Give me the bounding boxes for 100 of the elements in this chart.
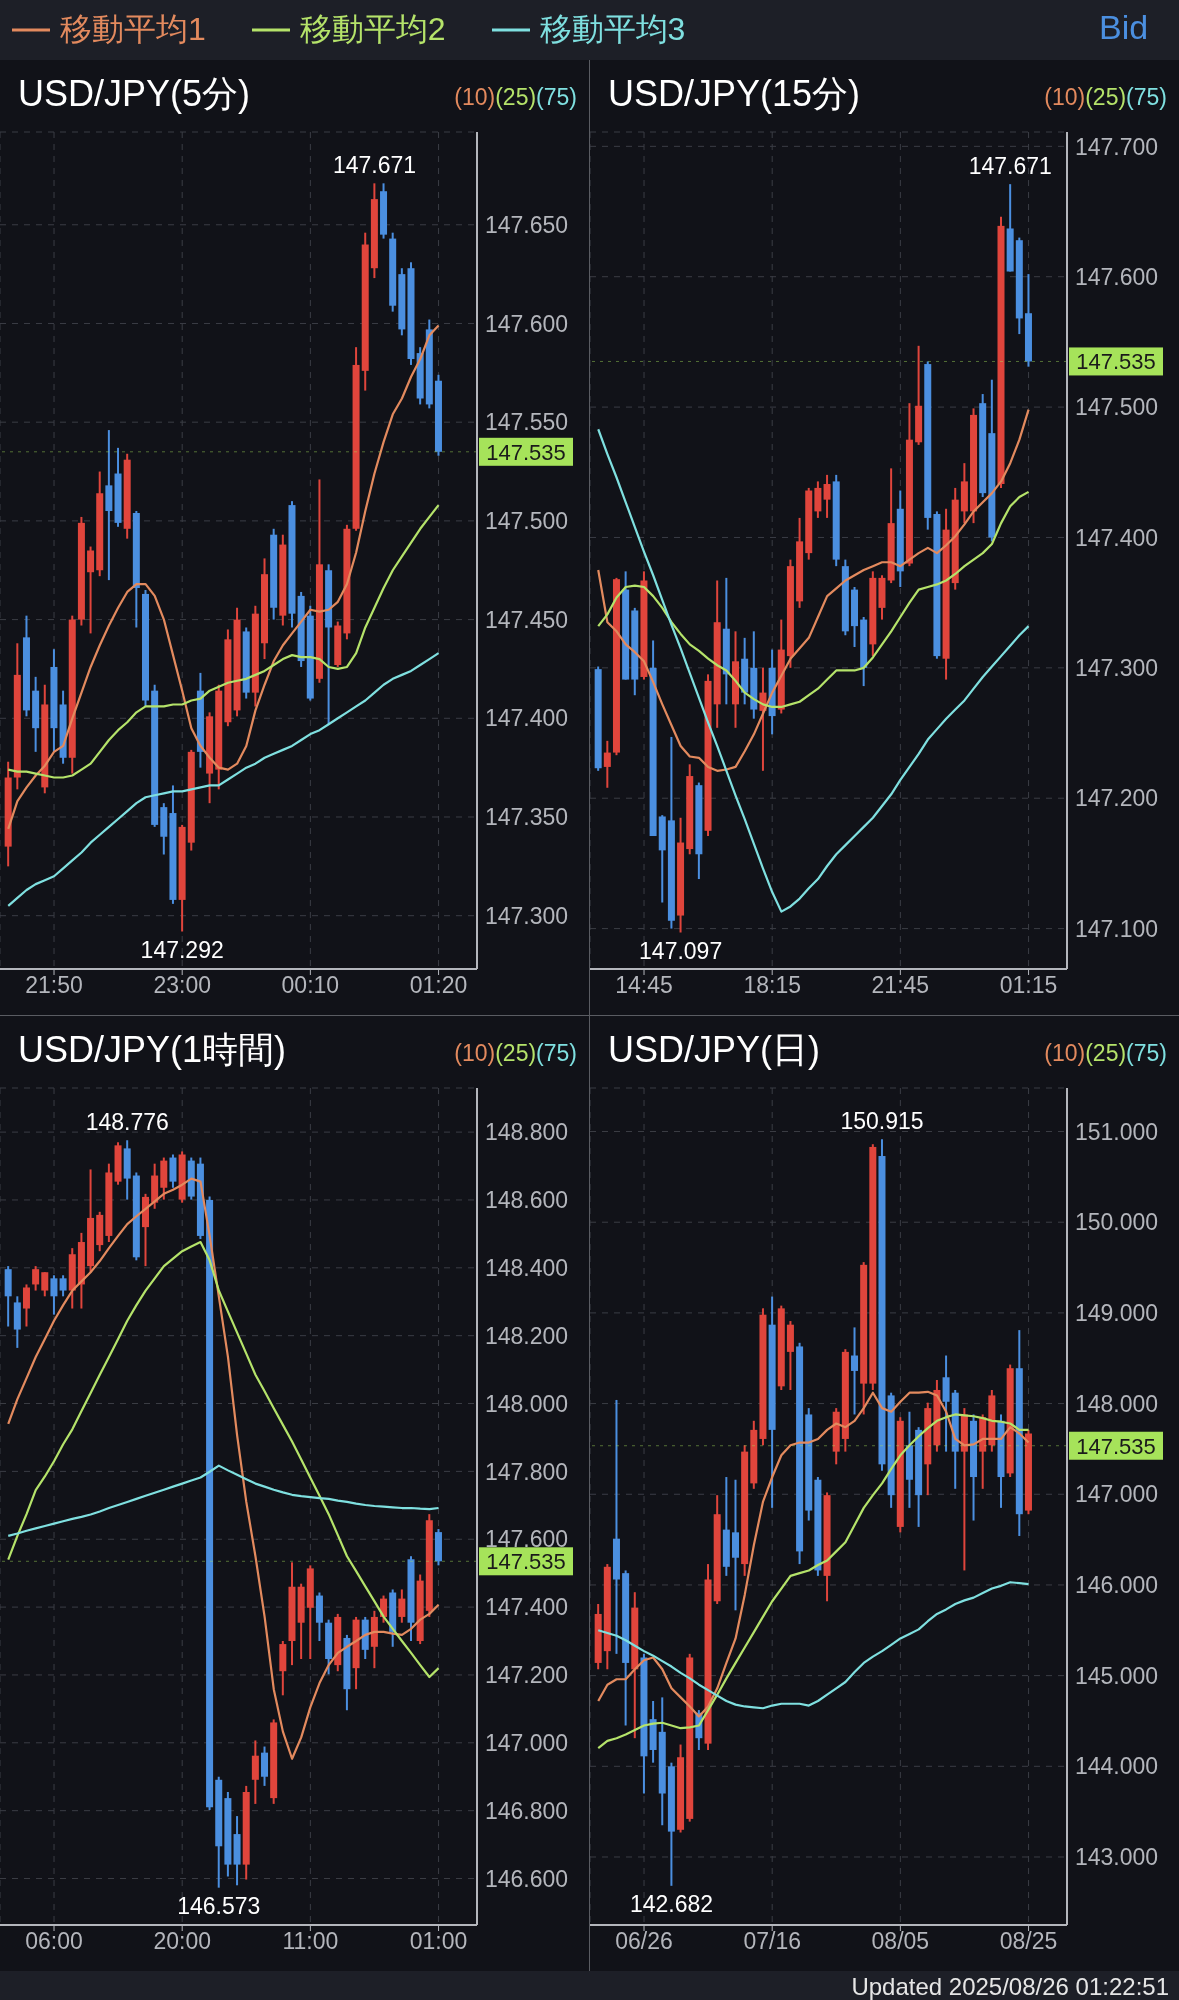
y-tick-label: 145.000 (1075, 1662, 1159, 1689)
y-tick-label: 147.400 (1075, 524, 1159, 551)
y-tick-label: 148.400 (485, 1254, 569, 1281)
candlestick (41, 1271, 49, 1298)
y-tick-label: 147.450 (485, 606, 569, 633)
annotation: 147.292 (140, 936, 224, 963)
y-tick-label: 143.000 (1075, 1844, 1159, 1871)
candlestick (814, 480, 822, 519)
annotation: 146.573 (177, 1893, 261, 1920)
chart-title: USD/JPY(日) (608, 1028, 821, 1072)
annotation: 147.671 (968, 153, 1052, 180)
y-tick-label: 147.500 (485, 508, 569, 535)
y-tick-label: 147.600 (485, 310, 569, 337)
text: (75) (536, 84, 577, 111)
candlestick (22, 1283, 30, 1328)
y-tick-label: 146.800 (485, 1797, 569, 1824)
x-tick-label: 18:15 (743, 972, 801, 999)
text: (75) (1126, 84, 1167, 111)
line-series (7, 324, 440, 830)
x-tick-label: 01:00 (409, 1928, 468, 1955)
ref-line-label: 147.535 (1076, 349, 1156, 375)
text: (10) (454, 84, 496, 111)
x-tick-label: 01:15 (999, 972, 1058, 999)
y-tick-label: 147.350 (485, 804, 569, 831)
y-tick-label: 147.200 (485, 1662, 569, 1689)
y-tick-label: 148.000 (1075, 1390, 1159, 1417)
x-tick-label: 21:45 (871, 972, 930, 999)
x-tick-label: 06/26 (615, 1928, 673, 1955)
chart-title: USD/JPY(5分) (18, 72, 251, 116)
y-tick-label: 147.300 (485, 902, 569, 929)
text: (25) (495, 1040, 537, 1067)
line-series (7, 652, 440, 907)
line-series (7, 1240, 440, 1679)
line-series (597, 1581, 1030, 1710)
x-tick-label: 08/25 (999, 1928, 1058, 1955)
y-tick-label: 147.500 (1075, 394, 1159, 421)
x-tick-label: 00:10 (281, 972, 340, 999)
y-tick-label: 147.700 (1075, 133, 1159, 160)
x-tick-label: 07/16 (743, 1928, 801, 1955)
line-series (597, 408, 1030, 772)
candlestick (87, 545, 95, 635)
legend-label: 移動平均1 (60, 10, 206, 49)
text: (10) (454, 1040, 496, 1067)
text: (10) (1044, 84, 1086, 111)
x-tick-label: 14:45 (615, 972, 673, 999)
annotation: 148.776 (85, 1109, 169, 1136)
candlestick (59, 1274, 67, 1298)
x-tick-label: 01:20 (409, 972, 468, 999)
x-tick-label: 23:00 (153, 972, 211, 999)
y-tick-label: 146.600 (485, 1865, 569, 1892)
y-tick-label: 151.000 (1075, 1118, 1159, 1145)
y-tick-label: 147.600 (1075, 263, 1159, 290)
ref-line-label: 147.535 (1076, 1433, 1156, 1459)
x-tick-label: 08/05 (871, 1928, 930, 1955)
candlestick (823, 473, 831, 519)
text: (25) (1085, 84, 1127, 111)
x-tick-label: 06:00 (25, 1928, 83, 1955)
candlestick (851, 1326, 859, 1416)
text: Updated 2025/08/26 01:22:51 (851, 1972, 1169, 2000)
y-tick-label: 147.400 (485, 705, 569, 732)
y-tick-label: 146.000 (1075, 1572, 1159, 1599)
text: (75) (1126, 1040, 1167, 1067)
text: (75) (536, 1040, 577, 1067)
y-tick-label: 147.100 (1075, 915, 1159, 942)
y-tick-label: 147.800 (485, 1458, 569, 1485)
y-tick-label: 147.650 (485, 211, 569, 238)
line-series (597, 1390, 1030, 1718)
annotation: 142.682 (629, 1891, 714, 1918)
candlestick (32, 1265, 40, 1292)
annotation: 147.671 (332, 152, 417, 179)
candlestick (398, 1588, 406, 1624)
text: (25) (1085, 1040, 1127, 1067)
y-tick-label: 148.800 (485, 1119, 569, 1146)
y-tick-label: 147.000 (485, 1729, 569, 1756)
y-tick-label: 148.000 (485, 1390, 569, 1417)
candlestick (603, 739, 611, 789)
y-tick-label: 148.600 (485, 1187, 569, 1214)
text: Bid (1099, 8, 1149, 47)
text: (25) (495, 84, 537, 111)
legend-label: 移動平均3 (539, 10, 686, 49)
y-tick-label: 150.000 (1075, 1209, 1159, 1236)
y-tick-label: 147.200 (1075, 785, 1159, 812)
y-tick-label: 149.000 (1075, 1300, 1159, 1327)
y-tick-label: 147.550 (485, 409, 569, 436)
line-series (597, 1413, 1030, 1750)
ref-line-label: 147.535 (486, 439, 566, 465)
line-series (597, 428, 1030, 913)
line-series (7, 1177, 440, 1760)
y-tick-label: 147.300 (1075, 655, 1159, 681)
annotation: 150.915 (840, 1108, 924, 1135)
x-tick-label: 21:50 (25, 972, 83, 999)
x-tick-label: 20:00 (153, 1928, 211, 1955)
y-tick-label: 144.000 (1075, 1753, 1159, 1780)
chart-title: USD/JPY(15分) (608, 72, 861, 116)
text: (10) (1044, 1040, 1086, 1067)
chart-title: USD/JPY(1時間) (18, 1028, 287, 1072)
y-tick-label: 147.000 (1075, 1481, 1159, 1508)
annotation: 147.097 (639, 937, 723, 964)
candlestick (50, 1274, 58, 1316)
line-series (597, 490, 1030, 709)
